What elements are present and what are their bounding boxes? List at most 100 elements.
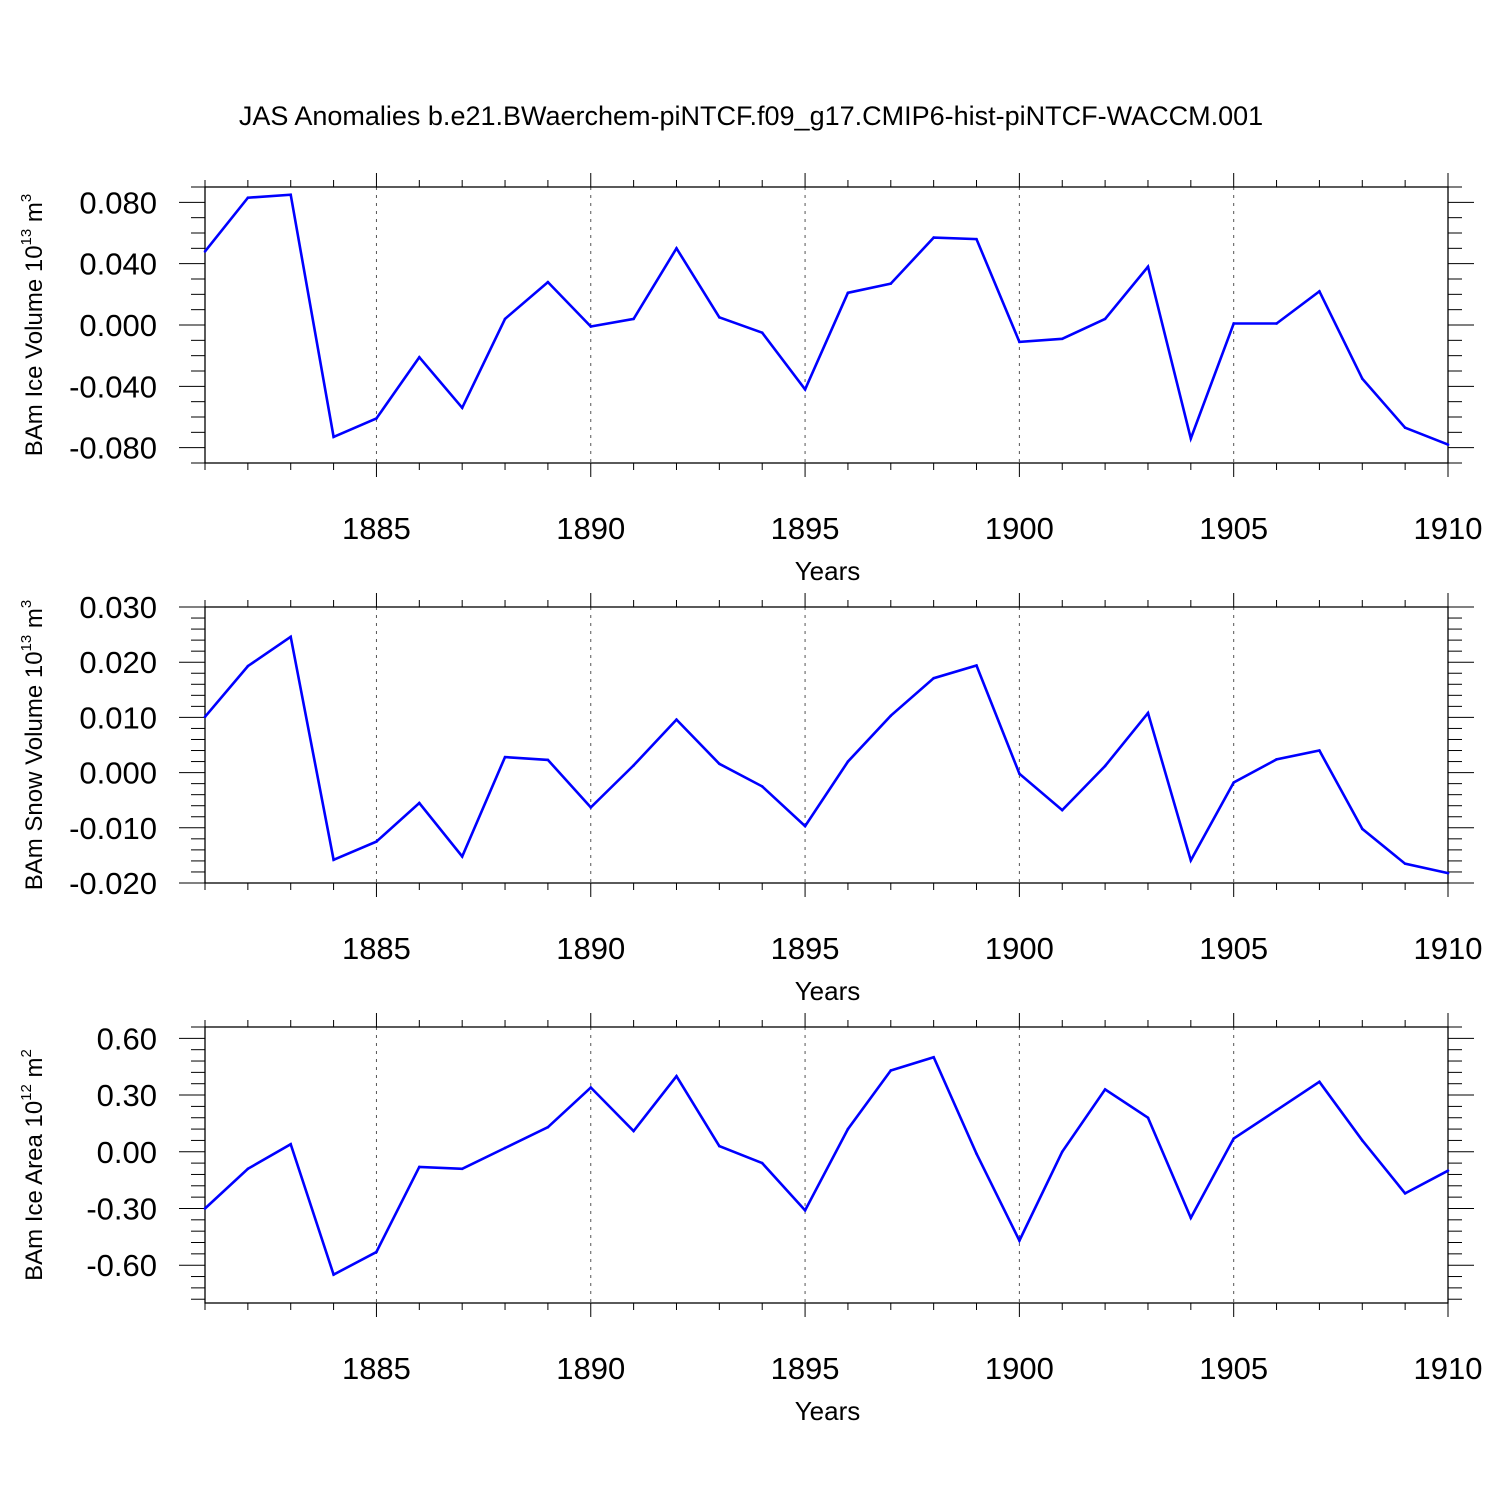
data-point (846, 291, 850, 295)
data-point (1403, 862, 1407, 865)
plot-frame (204, 186, 1449, 464)
data-point (1446, 1169, 1450, 1172)
series-line (204, 1055, 1449, 1277)
data-point (289, 1142, 293, 1146)
data-point (1318, 749, 1321, 752)
x-tick-label: 1905 (1199, 1351, 1268, 1386)
data-point (332, 435, 335, 439)
data-point (1146, 711, 1150, 715)
data-point (1060, 1150, 1064, 1154)
data-point (503, 755, 507, 759)
y-tick-label: -0.60 (86, 1248, 157, 1283)
x-tick-label: 1895 (771, 1351, 840, 1386)
data-point (1446, 443, 1450, 446)
y-tick-label: 0.030 (79, 590, 157, 625)
data-point (1232, 322, 1235, 325)
data-point (589, 325, 593, 328)
x-tick-label: 1885 (342, 511, 411, 546)
data-point (375, 1250, 378, 1254)
data-point (1103, 317, 1107, 321)
data-point (1146, 265, 1150, 269)
y-tick-label: -0.010 (69, 811, 157, 846)
data-point (589, 806, 593, 809)
x-tick-label: 1905 (1199, 931, 1268, 966)
x-tick-label: 1895 (771, 511, 840, 546)
y-tick-label: 0.00 (97, 1135, 157, 1170)
y-axis-label: BAm Snow Volume 1013 m3 (18, 600, 48, 891)
data-point (1446, 871, 1450, 875)
data-point (1018, 340, 1021, 344)
data-point (1103, 764, 1107, 768)
data-point (460, 406, 464, 410)
y-tick-label: 0.000 (79, 308, 157, 343)
chart-panel-2: 1885 1890 1895 1900 1905 1910 Years 0.030 0.020 0… (18, 590, 1482, 1006)
x-tick-label: 1895 (771, 931, 840, 966)
data-point (503, 317, 507, 321)
data-point (1275, 1108, 1278, 1112)
y-tick-label: -0.020 (69, 866, 157, 901)
series-line (203, 193, 1449, 446)
data-point (1360, 827, 1364, 831)
plot-frame (204, 606, 1449, 884)
x-tick-label: 1910 (1414, 931, 1483, 966)
data-point (1403, 1192, 1407, 1195)
data-point (718, 762, 721, 766)
data-point (289, 193, 293, 196)
data-point (546, 1125, 550, 1129)
data-point (460, 855, 464, 858)
x-tick-label: 1885 (342, 1351, 411, 1386)
y-axis-label: BAm Ice Volume 1013 m3 (18, 194, 48, 456)
chart-panel-3: 1885 1890 1895 1900 1905 1910 Years 0.60 0.30 0.0… (18, 1013, 1482, 1426)
x-tick-label: 1890 (556, 1351, 625, 1386)
data-point (675, 1074, 678, 1078)
data-point (503, 1146, 507, 1150)
data-point (975, 237, 978, 241)
data-point (1189, 1216, 1193, 1220)
x-axis-label: Years (795, 976, 861, 1006)
data-point (1360, 377, 1364, 380)
y-tick-label: 0.020 (79, 645, 157, 680)
data-point (889, 1069, 893, 1072)
data-point (889, 714, 893, 718)
figure-title: JAS Anomalies b.e21.BWaerchem-piNTCF.f09… (239, 101, 1263, 131)
data-point (932, 236, 935, 239)
x-tick-label: 1890 (556, 511, 625, 546)
y-tick-label: -0.080 (69, 431, 157, 466)
data-point (1060, 337, 1064, 341)
data-point (418, 801, 421, 805)
x-tick-label: 1890 (556, 931, 625, 966)
y-axis-label: BAm Ice Area 1012 m2 (18, 1049, 48, 1281)
data-point (375, 417, 378, 420)
series-line (204, 634, 1449, 875)
data-point (289, 635, 293, 639)
data-point (246, 664, 250, 668)
data-point (932, 1055, 935, 1059)
x-tick-label: 1910 (1414, 511, 1483, 546)
x-tick-label: 1885 (342, 931, 411, 966)
data-point (846, 760, 850, 763)
data-point (846, 1127, 850, 1131)
x-tick-label: 1905 (1199, 511, 1268, 546)
data-point (675, 247, 678, 250)
data-point (803, 824, 807, 828)
data-point (760, 331, 764, 334)
data-point (718, 1144, 721, 1148)
x-axis-label: Years (795, 556, 861, 586)
data-point (1403, 426, 1407, 430)
data-point (246, 196, 250, 200)
data-point (1232, 1137, 1235, 1140)
data-point (1189, 437, 1193, 440)
data-point (418, 1165, 421, 1169)
data-point (203, 250, 207, 253)
y-tick-label: 0.010 (79, 700, 157, 735)
data-point (1018, 772, 1021, 776)
x-tick-label: 1900 (985, 931, 1054, 966)
y-tick-label: -0.30 (86, 1191, 157, 1226)
y-tick-label: 0.040 (79, 247, 157, 282)
data-point (760, 1161, 764, 1165)
data-point (975, 1152, 978, 1155)
y-tick-label: 0.30 (97, 1078, 157, 1113)
data-point (246, 1167, 250, 1171)
data-point (1360, 1139, 1364, 1142)
data-point (546, 758, 550, 762)
